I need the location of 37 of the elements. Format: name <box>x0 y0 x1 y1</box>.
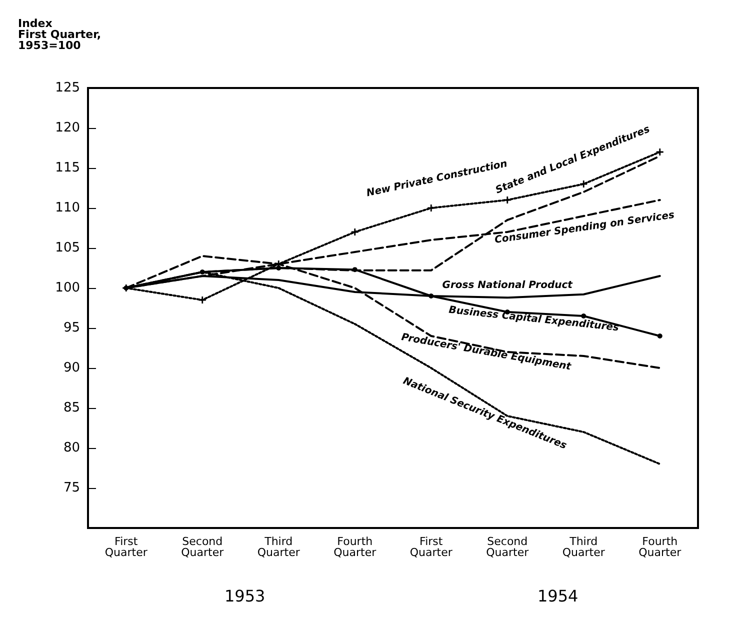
y-tick-label: 75 <box>63 480 80 496</box>
point <box>580 180 588 188</box>
x-tick-label: Second Quarter <box>486 535 530 559</box>
x-tick-label: Third Quarter <box>562 535 606 559</box>
point <box>657 334 662 338</box>
y-axis-title: Index First Quarter, 1953=100 <box>18 17 102 52</box>
y-tick-label: 95 <box>63 320 80 336</box>
text: Producers' Durable Equipment <box>400 332 573 373</box>
point <box>198 296 206 304</box>
y-tick-label: 110 <box>55 200 80 216</box>
point <box>200 270 205 274</box>
text: Business Capital Expenditures <box>448 304 620 334</box>
point <box>428 204 435 212</box>
y-tick-label: 125 <box>55 80 80 96</box>
y-tick-label: 100 <box>55 280 80 296</box>
point <box>352 267 358 272</box>
x-tick-label: First Quarter <box>410 535 453 559</box>
text: 1953 <box>224 586 266 606</box>
point <box>351 228 358 236</box>
y-tick-label: 90 <box>63 360 80 376</box>
x-tick-label: Third Quarter <box>257 535 300 559</box>
y-tick-label: 120 <box>55 120 80 136</box>
text: Consumer Spending on Services <box>494 210 676 246</box>
x-tick-label: Fourth Quarter <box>334 535 377 559</box>
y-tick-label: 105 <box>55 240 80 256</box>
text: 1954 <box>538 586 578 606</box>
point <box>504 196 511 204</box>
point <box>428 294 434 298</box>
point <box>276 266 282 270</box>
x-tick-label: Fourth Quarter <box>638 535 682 559</box>
x-tick-label: First Quarter <box>104 535 148 559</box>
point <box>656 148 664 156</box>
y-tick-label: 85 <box>63 400 80 416</box>
x-tick-label: Second Quarter <box>181 535 224 559</box>
y-tick-label: 115 <box>55 160 80 176</box>
y-tick-label: 80 <box>63 440 80 456</box>
series-label: Gross National Product <box>442 280 574 292</box>
